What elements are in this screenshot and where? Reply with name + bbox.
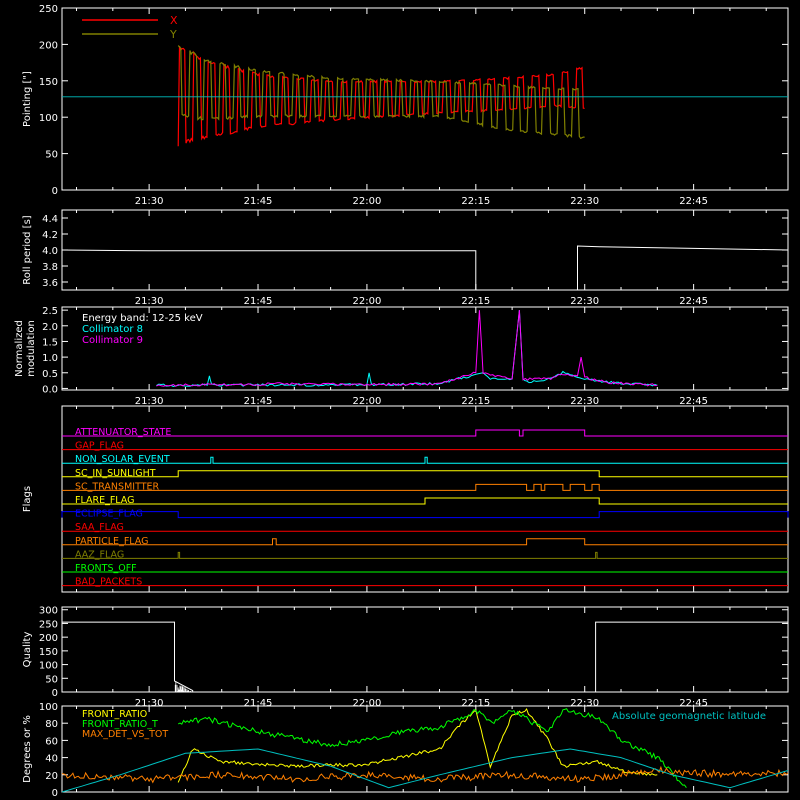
y-tick-label: 250 xyxy=(39,4,58,15)
x-tick-label: 21:30 xyxy=(135,196,164,207)
y-axis-label-line2: modulation xyxy=(26,320,37,377)
y-tick-label: 4.0 xyxy=(42,246,58,257)
y-tick-label: 50 xyxy=(45,674,58,685)
y-tick-label: 250 xyxy=(39,619,58,630)
x-tick-label: 22:15 xyxy=(461,296,490,307)
y-axis-label: Pointing ["] xyxy=(22,71,33,127)
legend-label-y: Y xyxy=(169,28,177,41)
flag-label-gap_flag: GAP_FLAG xyxy=(75,441,124,452)
x-tick-label: 22:30 xyxy=(570,296,599,307)
y-axis-label: Quality xyxy=(22,632,33,668)
flag-label-saa_flag: SAA_FLAG xyxy=(75,522,124,533)
legend-entry-1: Collimator 8 xyxy=(82,324,143,335)
y-tick-label: 20 xyxy=(45,771,58,782)
flag-label-sc_in_sunlight: SC_IN_SUNLIGHT xyxy=(75,468,156,479)
flag-label-bad_packets: BAD_PACKETS xyxy=(75,577,142,588)
x-tick-label: 22:15 xyxy=(461,196,490,207)
flag-label-aaz_flag: AAZ_FLAG xyxy=(75,549,124,560)
legend-max-det-vs-tot: MAX_DET_VS_TOT xyxy=(82,729,168,740)
y-tick-label: 200 xyxy=(39,40,58,51)
y-tick-label: 1.5 xyxy=(42,337,58,348)
y-tick-label: 300 xyxy=(39,606,58,617)
x-tick-label: 22:00 xyxy=(353,196,382,207)
y-tick-label: 150 xyxy=(39,77,58,88)
x-tick-label: 22:30 xyxy=(570,396,599,407)
y-tick-label: 100 xyxy=(39,702,58,713)
x-tick-label: 22:00 xyxy=(353,296,382,307)
x-tick-label: 21:45 xyxy=(244,196,273,207)
x-tick-label: 22:30 xyxy=(570,196,599,207)
y-axis-label-line1: Normalized xyxy=(14,320,25,377)
x-tick-label: 22:45 xyxy=(679,196,708,207)
y-tick-label: 3.6 xyxy=(42,278,58,289)
x-tick-label: 21:30 xyxy=(135,296,164,307)
x-tick-label: 22:00 xyxy=(353,396,382,407)
y-tick-label: 4.4 xyxy=(42,214,58,225)
y-tick-label: 0.0 xyxy=(42,384,58,395)
x-tick-label: 21:30 xyxy=(135,396,164,407)
y-tick-label: 50 xyxy=(45,150,58,161)
y-tick-label: 1.0 xyxy=(42,353,58,364)
y-tick-label: 100 xyxy=(39,661,58,672)
legend-label-x: X xyxy=(170,14,178,27)
legend-entry-2: Collimator 9 xyxy=(82,335,143,346)
flag-label-non_solar_event: NON_SOLAR_EVENT xyxy=(75,454,170,465)
flag-label-fronts_off: FRONTS_OFF xyxy=(75,563,137,574)
flag-label-eclipse_flag: ECLIPSE_FLAG xyxy=(75,509,143,520)
legend-geomag-latitude: Absolute geomagnetic latitude xyxy=(612,711,766,722)
y-tick-label: 0 xyxy=(52,688,58,699)
y-tick-label: 40 xyxy=(45,754,58,765)
x-tick-label: 22:15 xyxy=(461,396,490,407)
flag-label-particle_flag: PARTICLE_FLAG xyxy=(75,536,148,547)
y-tick-label: 150 xyxy=(39,647,58,658)
y-tick-label: 2.5 xyxy=(42,306,58,317)
x-tick-label: 22:45 xyxy=(679,296,708,307)
flag-label-sc_transmitter: SC_TRANSMITTER xyxy=(75,481,160,492)
y-tick-label: 100 xyxy=(39,113,58,124)
y-tick-label: 60 xyxy=(45,736,58,747)
y-axis-label: Degrees or % xyxy=(22,715,33,783)
x-tick-label: 22:45 xyxy=(679,396,708,407)
y-axis-label: Roll period [s] xyxy=(22,215,33,284)
y-tick-label: 0 xyxy=(52,186,58,197)
y-tick-label: 0 xyxy=(52,788,58,799)
y-tick-label: 3.8 xyxy=(42,262,58,273)
y-tick-label: 200 xyxy=(39,633,58,644)
x-tick-label: 21:45 xyxy=(244,296,273,307)
y-axis-label: Flags xyxy=(22,486,33,512)
y-tick-label: 4.2 xyxy=(42,230,58,241)
flag-label-attenuator_state: ATTENUATOR_STATE xyxy=(75,427,171,438)
y-tick-label: 80 xyxy=(45,719,58,730)
x-tick-label: 21:45 xyxy=(244,396,273,407)
flag-label-flare_flag: FLARE_FLAG xyxy=(75,495,135,506)
y-tick-label: 0.5 xyxy=(42,369,58,380)
legend-entry-0: Energy band: 12-25 keV xyxy=(82,313,203,324)
y-tick-label: 2.0 xyxy=(42,322,58,333)
